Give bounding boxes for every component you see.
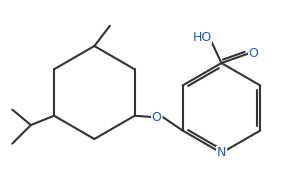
Text: N: N [217,147,226,159]
Text: HO: HO [192,31,212,44]
Text: O: O [249,47,258,60]
Text: O: O [151,111,161,124]
